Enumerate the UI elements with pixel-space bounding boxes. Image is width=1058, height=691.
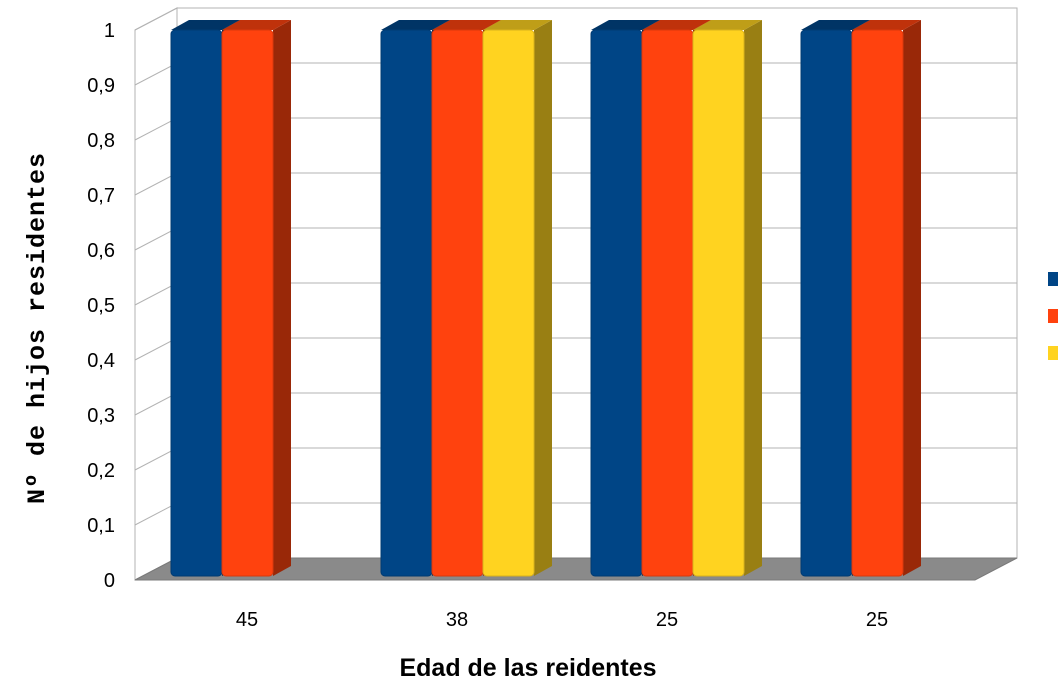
y-tick-label: 0,8 (87, 130, 115, 152)
y-tick-label: 0,3 (87, 405, 115, 427)
y-tick-label: 0,6 (87, 240, 115, 262)
legend-swatch (1048, 346, 1058, 360)
bar (482, 20, 552, 577)
y-axis-label: Nº de hijos residentes (23, 152, 52, 504)
y-tick-label: 1 (104, 20, 115, 42)
bar-top (171, 20, 240, 30)
floor-plane (134, 557, 1018, 581)
legend-swatch (1048, 272, 1058, 286)
y-tick-label: 0,4 (87, 350, 115, 372)
bar-top (381, 20, 450, 30)
y-tick-label: 0,1 (87, 515, 115, 537)
bar-front (641, 29, 694, 577)
y-tick-label: 0,5 (87, 295, 115, 317)
grid-line (134, 7, 1017, 31)
x-tick-label: 38 (446, 609, 468, 631)
y-tick-label: 0 (104, 570, 115, 592)
x-tick-label: 25 (656, 609, 678, 631)
bar-top (591, 20, 660, 30)
bar-front (431, 29, 484, 577)
bar-side (273, 20, 291, 576)
chart-floor (134, 557, 1018, 581)
bar (221, 20, 291, 577)
bar-front (170, 29, 223, 577)
x-axis-ticks: 45 38 25 25 (236, 609, 888, 631)
bar-front (851, 29, 904, 577)
x-tick-label: 25 (866, 609, 888, 631)
bar-top (693, 20, 762, 30)
bar-top (642, 20, 711, 30)
y-tick-label: 0,7 (87, 185, 115, 207)
y-tick-label: 0,2 (87, 460, 115, 482)
x-axis-label: Edad de las reidentes (399, 654, 656, 682)
bar-front (800, 29, 853, 577)
y-tick-label: 0,9 (87, 75, 115, 97)
bar-top (852, 20, 921, 30)
bar-top (801, 20, 870, 30)
bar-side (534, 20, 552, 576)
bar-front (692, 29, 745, 577)
bar-front (590, 29, 643, 577)
bar-side (903, 20, 921, 576)
bar-top (483, 20, 552, 30)
bar-front (380, 29, 433, 577)
bar-front (221, 29, 274, 577)
bar (851, 20, 921, 577)
bar-top (432, 20, 501, 30)
bar (692, 20, 762, 577)
bar-side (744, 20, 762, 576)
legend-swatch (1048, 309, 1058, 323)
bar-top (222, 20, 291, 30)
y-axis-ticks: 0 0,1 0,2 0,3 0,4 0,5 0,6 0,7 0,8 0,9 1 (87, 20, 115, 592)
bars (170, 20, 921, 577)
bar-front (482, 29, 535, 577)
x-tick-label: 45 (236, 609, 258, 631)
legend (1048, 272, 1058, 360)
